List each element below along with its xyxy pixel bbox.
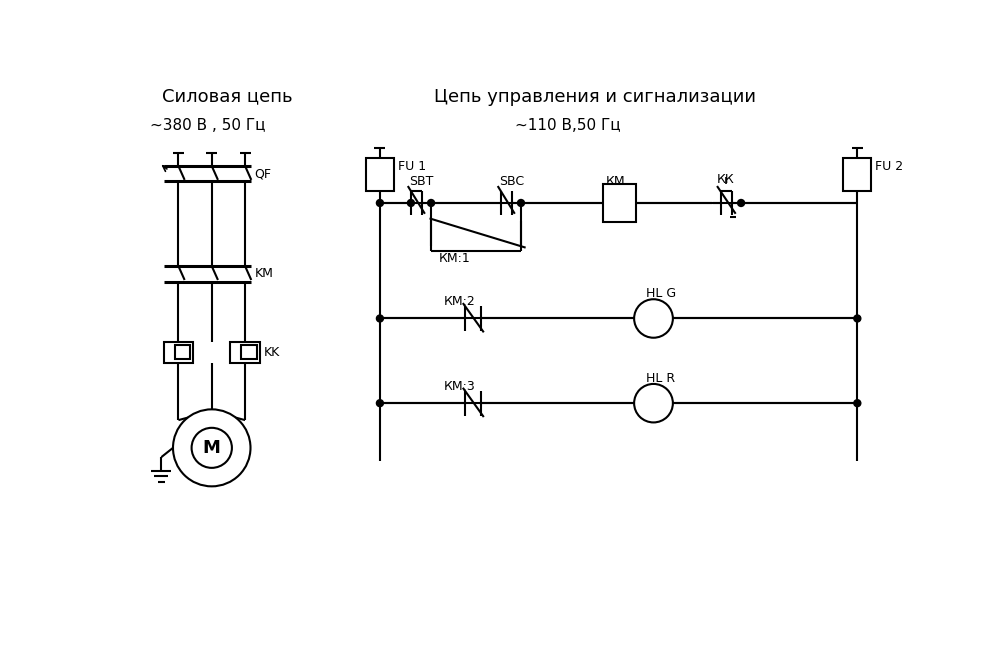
Circle shape (377, 200, 384, 207)
Circle shape (173, 409, 250, 486)
Bar (164, 342, 193, 363)
Text: М: М (203, 439, 221, 457)
Bar (603, 184, 636, 222)
Circle shape (428, 200, 435, 207)
Circle shape (518, 200, 525, 207)
Bar (231, 342, 260, 363)
Text: КМ: КМ (606, 175, 626, 188)
Text: KM: KM (254, 267, 274, 280)
Text: HL G: HL G (645, 288, 676, 301)
Text: HL R: HL R (645, 372, 675, 385)
Text: Цепь управления и сигнализации: Цепь управления и сигнализации (435, 88, 756, 106)
Text: FU 1: FU 1 (397, 160, 426, 173)
Circle shape (634, 299, 673, 338)
Text: КМ:3: КМ:3 (444, 379, 476, 393)
Bar (366, 158, 394, 190)
Text: KK: KK (264, 346, 280, 359)
Circle shape (377, 315, 384, 322)
Text: КМ:1: КМ:1 (439, 252, 471, 265)
Circle shape (191, 428, 232, 468)
Circle shape (634, 384, 673, 422)
Text: ~110 В,50 Гц: ~110 В,50 Гц (515, 119, 621, 134)
Text: SBC: SBC (499, 175, 525, 188)
Circle shape (738, 200, 745, 207)
Circle shape (853, 315, 860, 322)
Bar (175, 346, 190, 359)
Text: КМ:2: КМ:2 (444, 295, 476, 308)
Text: SBT: SBT (409, 175, 434, 188)
Circle shape (407, 200, 414, 207)
Text: Силовая цепь: Силовая цепь (162, 88, 292, 106)
Text: КК: КК (716, 173, 734, 186)
Text: QF: QF (254, 167, 272, 180)
Bar (241, 346, 257, 359)
Circle shape (377, 400, 384, 407)
Bar (844, 158, 871, 190)
Circle shape (853, 400, 860, 407)
Text: FU 2: FU 2 (875, 160, 904, 173)
Text: ~380 В , 50 Гц: ~380 В , 50 Гц (150, 119, 266, 134)
